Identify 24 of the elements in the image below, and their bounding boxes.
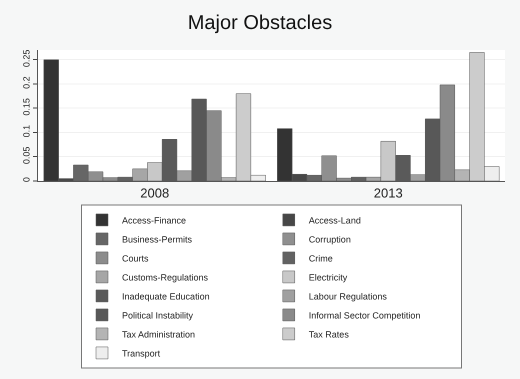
legend-label: Inadequate Education bbox=[122, 291, 210, 302]
legend-label: Tax Rates bbox=[308, 329, 350, 340]
legend-label: Crime bbox=[308, 253, 333, 264]
x-tick-label: 2013 bbox=[374, 186, 403, 201]
legend-label: Access-Land bbox=[308, 215, 361, 226]
legend-label: Customs-Regulations bbox=[122, 272, 209, 282]
y-tick-label: 0.2 bbox=[21, 76, 32, 89]
legend-label: Political Instability bbox=[122, 310, 194, 320]
chart-title: Major Obstacles bbox=[188, 12, 332, 34]
legend-label: Tax Administration bbox=[122, 329, 196, 340]
y-tick-label: 0.1 bbox=[21, 124, 32, 138]
legend-label: Electricity bbox=[308, 272, 348, 282]
y-tick-label: 0 bbox=[21, 177, 32, 182]
y-tick-label: 0.25 bbox=[21, 50, 32, 68]
y-tick-label: 0.05 bbox=[21, 146, 32, 164]
legend-label: Business-Permits bbox=[122, 234, 193, 244]
legend-label: Access-Finance bbox=[122, 215, 186, 226]
legend-label: Transport bbox=[122, 348, 161, 358]
y-tick-label: 0.15 bbox=[21, 98, 32, 116]
legend-label: Informal Sector Competition bbox=[308, 310, 420, 320]
legend-label: Courts bbox=[122, 253, 150, 264]
legend-label: Corruption bbox=[308, 234, 351, 244]
legend-label: Labour Regulations bbox=[308, 291, 388, 302]
x-tick-label: 2008 bbox=[140, 186, 170, 201]
